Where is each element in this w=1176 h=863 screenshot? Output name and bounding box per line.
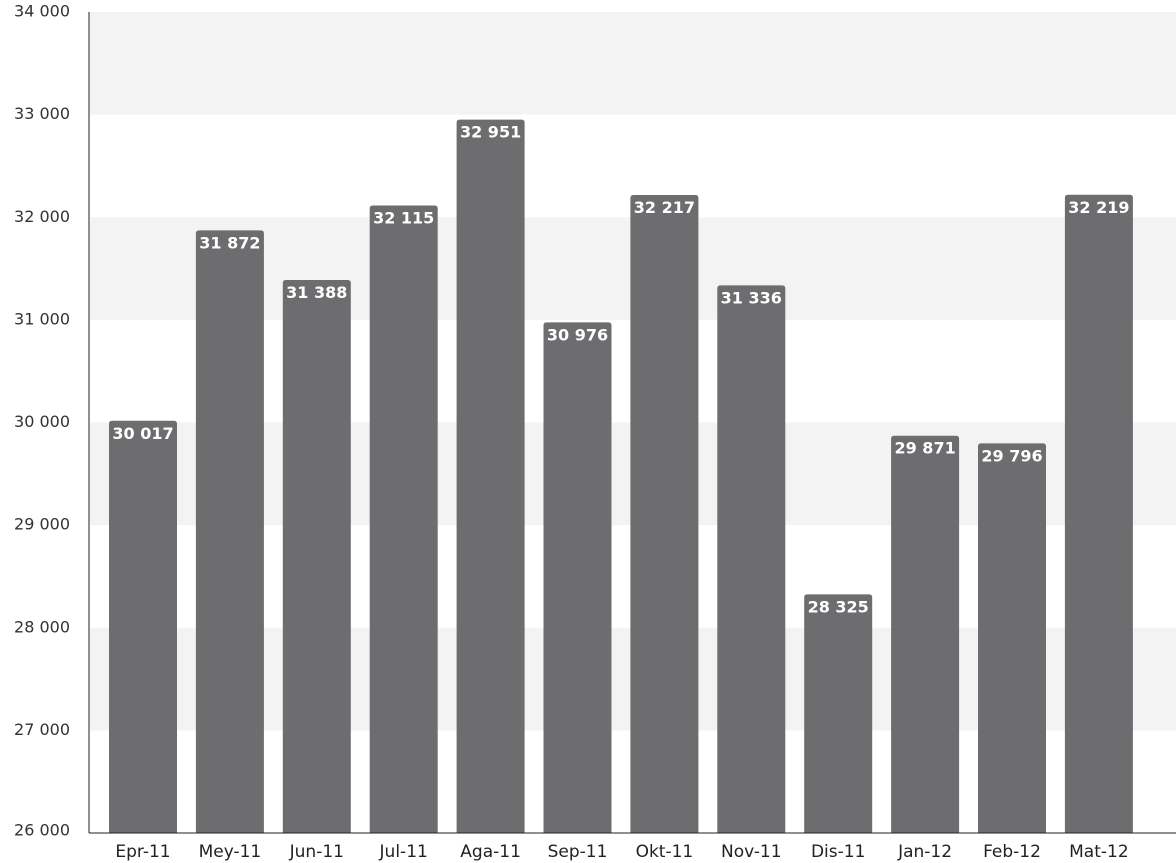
x-category-label: Mey-11 bbox=[199, 842, 262, 862]
y-tick-label: 32 000 bbox=[14, 207, 70, 226]
x-category-label: Sep-11 bbox=[548, 842, 608, 862]
x-category-label: Jan-12 bbox=[897, 842, 952, 862]
y-axis-tick-labels: 26 000 27 000 28 000 29 000 30 000 31 000 32 0… bbox=[14, 2, 70, 840]
x-category-label: Epr-11 bbox=[115, 842, 170, 862]
y-tick-label: 34 000 bbox=[14, 2, 70, 21]
data-label: 32 951 bbox=[460, 123, 521, 142]
x-category-label: Jun-11 bbox=[289, 842, 344, 862]
bar bbox=[630, 194, 699, 834]
bars: 30 017 31 872 31 388 32 115 32 951 30 976 32 2… bbox=[109, 119, 1133, 834]
bar bbox=[978, 443, 1046, 833]
x-category-label: Feb-12 bbox=[983, 842, 1041, 862]
bar bbox=[369, 205, 438, 833]
data-label: 31 336 bbox=[721, 288, 782, 307]
y-tick-label: 30 000 bbox=[14, 412, 70, 431]
bar bbox=[543, 322, 612, 833]
y-tick-label: 29 000 bbox=[14, 515, 70, 534]
data-label: 32 219 bbox=[1068, 198, 1129, 217]
bar bbox=[109, 420, 177, 833]
bar bbox=[1064, 194, 1133, 833]
bar bbox=[282, 280, 351, 833]
x-axis-category-labels: Epr-11 Mey-11 Jun-11 Jul-11 Aga-11 Sep-11 Okt-… bbox=[115, 842, 1128, 862]
data-label: 31 872 bbox=[199, 233, 260, 252]
x-category-label: Okt-11 bbox=[636, 842, 694, 862]
y-tick-label: 27 000 bbox=[14, 720, 70, 739]
bar bbox=[804, 594, 873, 833]
x-category-label: Dis-11 bbox=[811, 842, 865, 862]
bar bbox=[456, 119, 525, 833]
data-label: 30 976 bbox=[547, 325, 608, 344]
data-label: 32 115 bbox=[373, 208, 434, 227]
x-category-label: Jul-11 bbox=[379, 842, 428, 862]
x-category-label: Mat-12 bbox=[1069, 842, 1129, 862]
y-tick-label: 33 000 bbox=[14, 104, 70, 123]
data-label: 32 217 bbox=[634, 198, 695, 217]
data-label: 29 871 bbox=[894, 439, 955, 458]
data-label: 29 796 bbox=[981, 446, 1042, 465]
grid-band bbox=[90, 12, 1176, 115]
bar bbox=[717, 285, 786, 833]
y-tick-label: 26 000 bbox=[14, 821, 70, 840]
data-label: 31 388 bbox=[286, 283, 347, 302]
x-category-label: Aga-11 bbox=[460, 842, 521, 862]
x-category-label: Nov-11 bbox=[721, 842, 782, 862]
y-tick-label: 28 000 bbox=[14, 617, 70, 636]
bar bbox=[195, 230, 264, 834]
data-label: 28 325 bbox=[808, 597, 869, 616]
data-label: 30 017 bbox=[112, 424, 173, 443]
bar bbox=[891, 435, 960, 833]
y-tick-label: 31 000 bbox=[14, 309, 70, 328]
